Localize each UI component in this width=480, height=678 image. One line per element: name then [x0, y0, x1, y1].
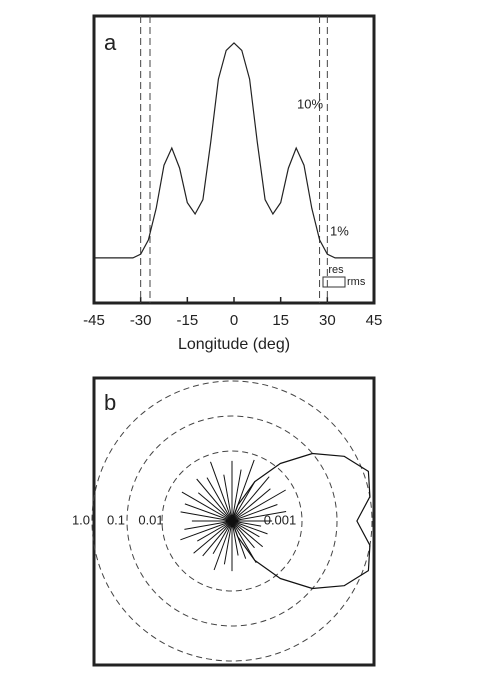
spike	[231, 520, 268, 535]
spike	[231, 481, 256, 522]
lobe-curve	[231, 452, 371, 590]
spike	[212, 520, 233, 554]
frame-b	[92, 376, 376, 667]
x-tick-label: 45	[366, 312, 383, 329]
spike	[180, 511, 233, 522]
legend-box	[322, 276, 346, 288]
grid-circle	[161, 450, 303, 592]
annotation: rms	[347, 276, 366, 288]
x-tick-label: -30	[130, 312, 152, 329]
spike	[210, 461, 233, 522]
frame-a	[92, 14, 376, 305]
spike	[231, 488, 271, 522]
r-tick-label: 0.001	[264, 512, 297, 527]
grid-circle	[126, 415, 338, 627]
annotation: 10%	[297, 96, 323, 111]
x-tick-label: -15	[176, 312, 198, 329]
spike	[231, 520, 260, 538]
grid-circle	[91, 380, 373, 662]
spike	[231, 520, 262, 527]
data-line	[94, 42, 374, 259]
spike	[193, 520, 233, 554]
spike	[231, 520, 264, 548]
r-tick-label: 1.0	[72, 512, 90, 527]
r-tick-label: 0.01	[138, 512, 163, 527]
spike	[223, 520, 233, 565]
spike	[223, 474, 233, 522]
spike	[231, 520, 255, 549]
spike	[184, 503, 233, 522]
annotation: res	[328, 264, 344, 276]
spike	[206, 477, 233, 522]
x-axis-label: Longitude (deg)	[178, 336, 290, 353]
spike	[181, 491, 233, 522]
spike	[197, 492, 233, 522]
spike	[231, 520, 239, 556]
x-tick-label: 15	[272, 312, 289, 329]
spike	[231, 489, 286, 522]
x-tick-label: 30	[319, 312, 336, 329]
spike	[231, 511, 287, 522]
spike	[180, 520, 233, 541]
spike	[213, 520, 233, 571]
spike	[231, 469, 242, 522]
x-tick-label: 0	[230, 312, 238, 329]
spike	[184, 520, 233, 530]
annotation: 1%	[330, 223, 349, 238]
spike	[202, 520, 233, 557]
spike	[231, 476, 270, 522]
x-tick-label: -45	[83, 312, 105, 329]
r-tick-label: 0.1	[107, 512, 125, 527]
panel-label: a	[104, 30, 117, 55]
panel-label: b	[104, 390, 116, 415]
spike	[231, 504, 278, 522]
spike	[196, 478, 233, 522]
spike	[197, 520, 233, 542]
